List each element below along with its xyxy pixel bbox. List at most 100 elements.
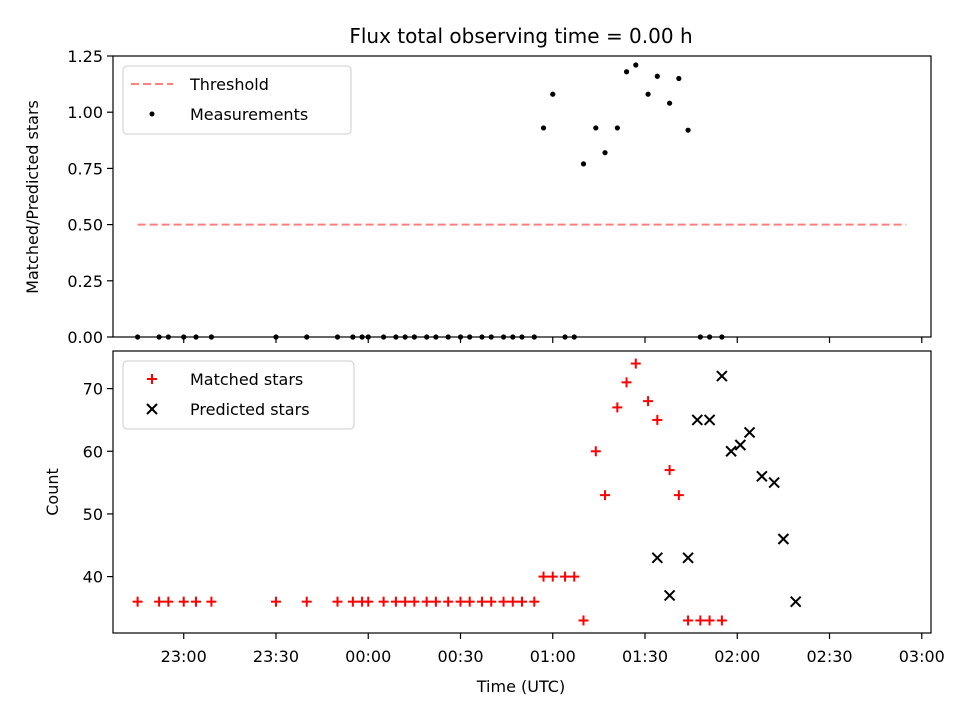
- matched-star-point: [630, 358, 641, 369]
- predicted-star-point: [743, 426, 756, 439]
- matched-star-point: [612, 402, 623, 413]
- legend-measurements-swatch: [149, 111, 155, 117]
- matched-star-point: [673, 490, 684, 501]
- measurement-point: [411, 334, 417, 340]
- top-y-tick-label: 0.00: [67, 328, 103, 347]
- measurement-point: [381, 334, 387, 340]
- predicted-star-point: [691, 414, 703, 426]
- measurement-point: [208, 334, 215, 340]
- measurement-point: [531, 334, 537, 340]
- matched-star-point: [163, 596, 174, 607]
- measurement-point: [633, 62, 639, 68]
- bottom-y-tick-label: 40: [83, 568, 103, 587]
- matched-star-point: [664, 465, 675, 476]
- x-tick-label: 23:30: [253, 647, 299, 666]
- top-y-axis-label: Matched/Predicted stars: [23, 100, 42, 294]
- top-y-tick-label: 0.75: [67, 159, 103, 178]
- predicted-star-point: [756, 470, 768, 483]
- measurement-point: [156, 334, 162, 340]
- bottom-legend: Matched stars Predicted stars: [122, 360, 355, 430]
- matched-star-point: [507, 596, 518, 607]
- predicted-star-point: [682, 552, 694, 564]
- measurement-point: [165, 334, 171, 340]
- measurement-point: [519, 334, 525, 340]
- matched-star-point: [477, 596, 488, 607]
- measurement-point: [550, 91, 556, 97]
- legend-matched-swatch: [147, 374, 157, 384]
- matched-star-point: [347, 596, 358, 607]
- measurement-point: [334, 334, 341, 340]
- measurement-point: [593, 125, 599, 131]
- matched-star-point: [191, 596, 202, 607]
- measurement-point: [540, 125, 547, 131]
- bottom-panel: 40 50 60 70 23:00 23:30 00:00 00:30 01:00 01:30 02…: [43, 350, 945, 696]
- legend-matched-label: Matched stars: [190, 370, 303, 389]
- top-panel: 0.00 0.25 0.50 0.75 1.00 1.25 Matched/Predict…: [23, 47, 932, 347]
- measurement-point: [580, 161, 587, 167]
- matched-star-point: [517, 596, 527, 607]
- matched-star-point: [390, 596, 401, 607]
- predicted-star-point: [777, 533, 790, 545]
- predicted-star-point: [734, 439, 747, 451]
- top-legend: Threshold Measurements: [122, 65, 352, 135]
- x-tick-label: 01:30: [622, 647, 668, 666]
- measurement-point: [457, 334, 464, 340]
- measurement-point: [562, 334, 568, 340]
- measurement-point: [479, 334, 485, 340]
- matched-star-point: [430, 596, 441, 607]
- matched-star-point: [529, 596, 540, 607]
- matched-star-point: [301, 596, 312, 607]
- measurement-point: [645, 91, 651, 97]
- legend-threshold-label: Threshold: [189, 75, 269, 94]
- matched-star-point: [652, 414, 663, 425]
- legend-measurements-label: Measurements: [190, 105, 308, 124]
- top-y-tick-label: 1.25: [67, 47, 103, 66]
- top-y-tick-label: 1.00: [67, 103, 103, 122]
- x-tick-label: 00:00: [345, 647, 391, 666]
- predicted-star-point: [651, 552, 664, 564]
- measurement-point: [445, 334, 451, 340]
- top-y-tick-label: 0.50: [67, 216, 103, 235]
- x-tick-label: 02:00: [714, 647, 760, 666]
- matched-star-point: [560, 571, 571, 582]
- measurement-point: [304, 334, 310, 340]
- measurement-point: [488, 334, 494, 340]
- matched-star-point: [400, 596, 411, 607]
- matched-star-point: [363, 596, 374, 607]
- matched-star-point: [621, 377, 632, 388]
- predicted-star-point: [725, 445, 737, 457]
- predicted-star-point: [703, 414, 716, 426]
- measurement-point: [402, 334, 408, 340]
- measurement-point: [359, 334, 365, 340]
- measurement-point: [500, 334, 507, 340]
- matched-star-point: [498, 596, 509, 607]
- matched-star-point: [206, 596, 217, 607]
- predicted-star-point: [768, 476, 780, 489]
- matched-star-point: [455, 596, 466, 607]
- measurement-point: [350, 334, 356, 340]
- measurement-point: [697, 334, 703, 340]
- matched-star-point: [643, 396, 654, 407]
- matched-star-point: [538, 571, 549, 582]
- measurement-point: [719, 334, 725, 340]
- measurement-point: [193, 334, 199, 340]
- x-tick-label: 00:30: [437, 647, 483, 666]
- bottom-y-tick-label: 60: [83, 442, 103, 461]
- matched-star-point: [704, 615, 715, 626]
- measurement-point: [623, 69, 630, 75]
- bottom-y-axis-label: Count: [43, 468, 62, 516]
- measurement-point: [676, 75, 682, 82]
- measurement-point: [467, 334, 473, 340]
- measurement-point: [614, 125, 620, 131]
- matched-star-point: [270, 596, 281, 607]
- matched-star-point: [683, 615, 694, 626]
- x-tick-label: 23:00: [161, 647, 207, 666]
- measurement-point: [424, 334, 430, 340]
- matched-star-point: [421, 596, 432, 607]
- measurement-point: [706, 334, 713, 340]
- measurement-point: [602, 150, 608, 156]
- predicted-star-point: [716, 370, 728, 382]
- matched-star-point: [443, 596, 454, 607]
- measurement-point: [135, 334, 141, 340]
